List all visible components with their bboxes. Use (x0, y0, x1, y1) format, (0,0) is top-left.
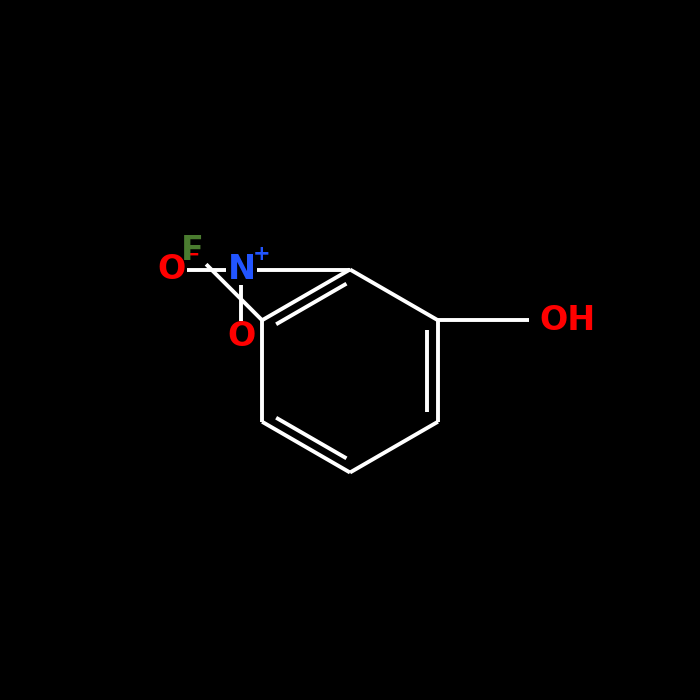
Text: N: N (228, 253, 256, 286)
Text: OH: OH (539, 304, 596, 337)
Text: F: F (181, 234, 204, 267)
Text: −: − (182, 244, 200, 264)
Text: O: O (158, 253, 186, 286)
Text: +: + (252, 244, 270, 264)
Text: O: O (228, 319, 256, 353)
